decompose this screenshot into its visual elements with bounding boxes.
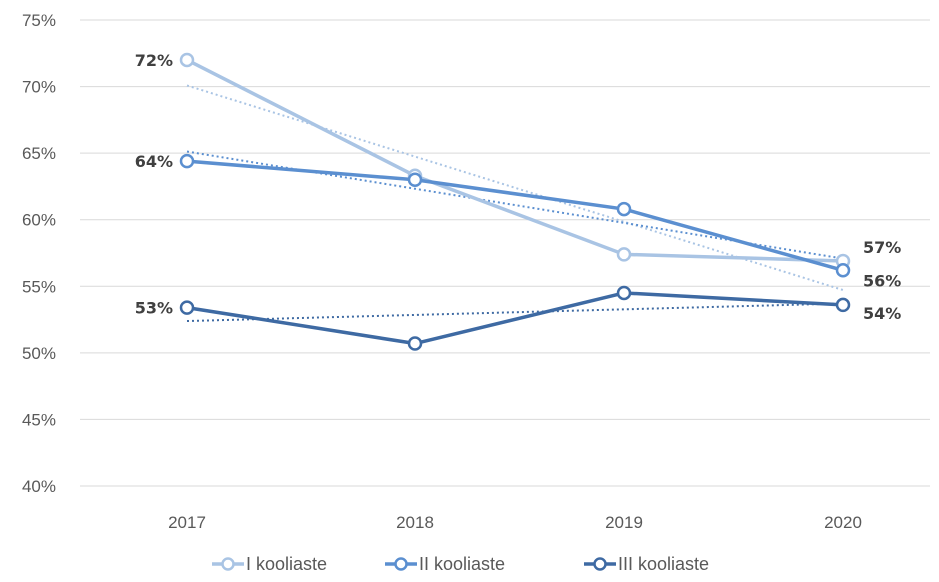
data-point (179, 300, 195, 315)
legend-marker (593, 557, 607, 571)
series-line-1 (186, 58, 844, 263)
x-tick-label: 2019 (605, 513, 643, 532)
legend-marker (394, 557, 408, 571)
series-line-2 (186, 159, 844, 272)
y-tick-label: 45% (22, 410, 56, 429)
x-tick-label: 2018 (396, 513, 434, 532)
data-label: 64% (135, 152, 173, 171)
x-tick-label: 2020 (824, 513, 862, 532)
data-label: 54% (863, 304, 901, 323)
data-point (616, 247, 632, 262)
legend: I kooliaste II kooliaste III kooliaste (212, 554, 709, 574)
trendlines (186, 84, 844, 323)
y-tick-label: 55% (22, 277, 56, 296)
legend-label: II kooliaste (419, 554, 505, 574)
y-axis: 40% 45% 50% 55% 60% 65% 70% 75% (22, 11, 56, 496)
y-tick-label: 75% (22, 11, 56, 30)
data-point (835, 263, 851, 278)
data-point (616, 285, 632, 301)
y-tick-label: 60% (22, 211, 56, 230)
data-label: 72% (135, 51, 173, 70)
series-line-3 (186, 291, 844, 346)
series-lines (186, 58, 844, 346)
legend-label: I kooliaste (246, 554, 327, 574)
legend-label: III kooliaste (618, 554, 709, 574)
data-labels: 72% 57% 64% 56% 53% 54% (135, 51, 902, 323)
y-tick-label: 70% (22, 78, 56, 97)
data-point (616, 201, 632, 217)
data-label: 56% (863, 271, 901, 290)
x-tick-label: 2017 (168, 513, 206, 532)
data-point (835, 297, 851, 313)
data-point (407, 336, 423, 351)
trendline-series-3 (186, 302, 844, 323)
data-point (179, 153, 195, 169)
data-label: 53% (135, 299, 173, 318)
y-tick-label: 40% (22, 477, 56, 496)
data-point (179, 52, 195, 68)
y-tick-label: 65% (22, 144, 56, 163)
data-point (407, 172, 423, 188)
legend-marker (221, 557, 235, 571)
gridlines (80, 19, 930, 487)
x-axis: 2017 2018 2019 2020 (168, 513, 862, 532)
data-label: 57% (863, 238, 901, 257)
y-tick-label: 50% (22, 344, 56, 363)
series-markers (179, 52, 851, 351)
